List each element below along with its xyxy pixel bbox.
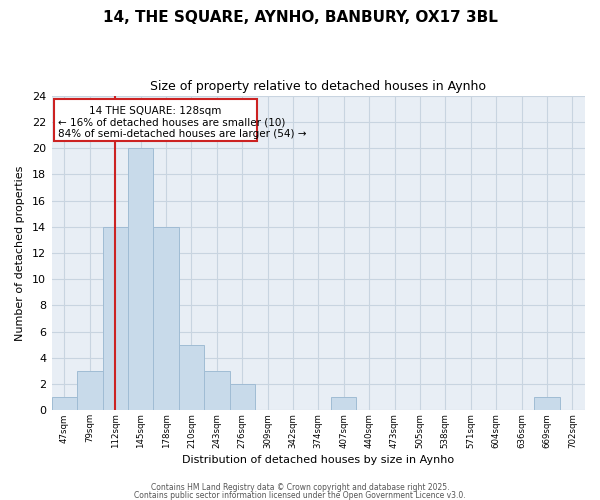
Title: Size of property relative to detached houses in Aynho: Size of property relative to detached ho… [151, 80, 487, 93]
Bar [77, 371, 103, 410]
FancyBboxPatch shape [54, 100, 257, 141]
Bar [128, 148, 154, 410]
Text: 14, THE SQUARE, AYNHO, BANBURY, OX17 3BL: 14, THE SQUARE, AYNHO, BANBURY, OX17 3BL [103, 10, 497, 25]
Bar [154, 226, 179, 410]
Bar [331, 398, 356, 410]
Text: Contains public sector information licensed under the Open Government Licence v3: Contains public sector information licen… [134, 491, 466, 500]
Text: 84% of semi-detached houses are larger (54) →: 84% of semi-detached houses are larger (… [58, 129, 306, 139]
Bar [204, 371, 230, 410]
Text: ← 16% of detached houses are smaller (10): ← 16% of detached houses are smaller (10… [58, 117, 285, 127]
Text: 14 THE SQUARE: 128sqm: 14 THE SQUARE: 128sqm [89, 106, 222, 116]
Text: Contains HM Land Registry data © Crown copyright and database right 2025.: Contains HM Land Registry data © Crown c… [151, 484, 449, 492]
Bar [52, 398, 77, 410]
Bar [103, 226, 128, 410]
Bar [534, 398, 560, 410]
Bar [179, 345, 204, 410]
Y-axis label: Number of detached properties: Number of detached properties [15, 166, 25, 340]
X-axis label: Distribution of detached houses by size in Aynho: Distribution of detached houses by size … [182, 455, 454, 465]
Bar [229, 384, 255, 410]
